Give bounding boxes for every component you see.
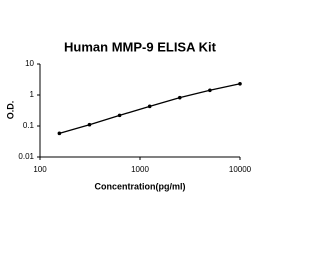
y-tick-label: 0.1 xyxy=(23,121,35,130)
x-tick-label: 10000 xyxy=(229,165,252,174)
x-axis-label: Concentration(pg/ml) xyxy=(95,181,186,191)
y-tick-label: 1 xyxy=(30,90,35,99)
y-axis-label: O.D. xyxy=(5,101,15,120)
chart: Human MMP-9 ELISA Kit Concentration(pg/m… xyxy=(5,39,252,191)
data-point xyxy=(147,104,152,109)
data-point xyxy=(117,113,122,118)
data-point xyxy=(177,95,182,100)
fit-line xyxy=(59,83,241,134)
y-tick-label: 10 xyxy=(25,59,34,68)
data-point xyxy=(87,122,92,127)
data-point xyxy=(208,88,212,93)
data-point xyxy=(238,81,242,86)
x-tick-label: 1000 xyxy=(131,165,149,174)
chart-title: Human MMP-9 ELISA Kit xyxy=(64,39,217,54)
y-tick-label: 0.01 xyxy=(18,152,34,161)
x-tick-label: 100 xyxy=(33,165,47,174)
data-point xyxy=(57,131,62,136)
